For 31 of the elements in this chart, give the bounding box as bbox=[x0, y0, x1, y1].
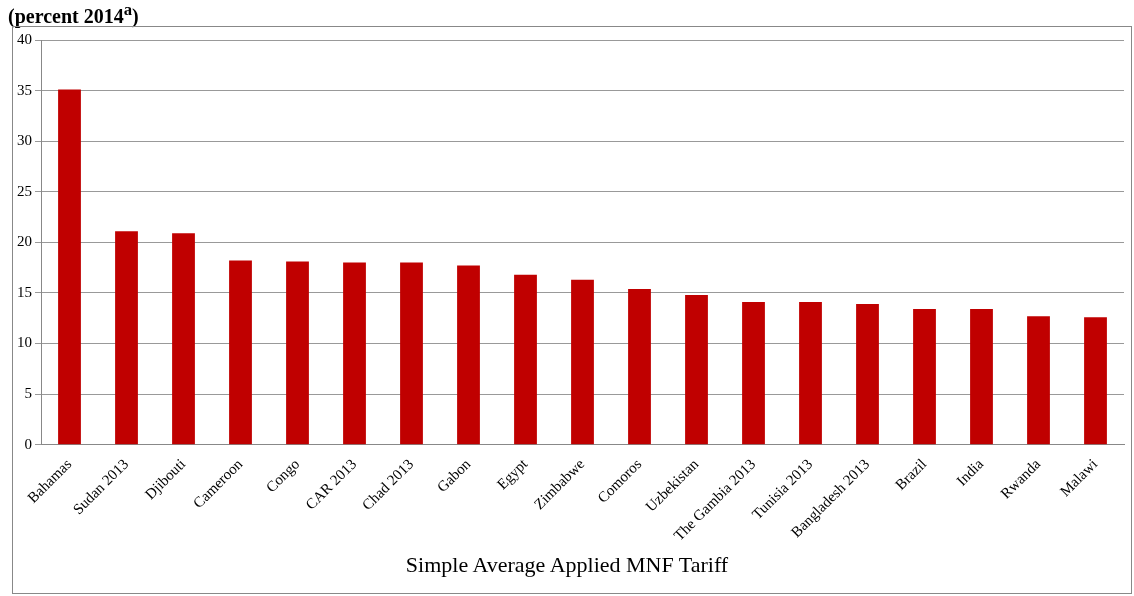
bar bbox=[457, 265, 480, 445]
bar bbox=[58, 89, 81, 445]
bar bbox=[970, 309, 993, 445]
bar bbox=[172, 233, 195, 445]
bar bbox=[286, 261, 309, 445]
bar bbox=[343, 262, 366, 445]
y-tick-label: 15 bbox=[17, 283, 32, 300]
y-tick-label: 0 bbox=[24, 435, 32, 452]
y-tick-label: 40 bbox=[17, 30, 32, 47]
x-axis-title: Simple Average Applied MNF Tariff bbox=[404, 552, 730, 578]
bar bbox=[628, 288, 651, 445]
bar bbox=[685, 294, 708, 445]
bar bbox=[1084, 317, 1107, 445]
y-tick-label: 25 bbox=[17, 182, 32, 199]
bar bbox=[400, 262, 423, 445]
x-tick-label: India bbox=[953, 455, 987, 489]
bar bbox=[229, 260, 252, 445]
chart-title: (percent 2014$^{a}$) bbox=[8, 0, 139, 28]
bar bbox=[799, 302, 822, 445]
bar bbox=[115, 231, 138, 445]
bar bbox=[571, 279, 594, 445]
y-tick-label: 30 bbox=[17, 132, 32, 149]
y-tick-label: 35 bbox=[17, 81, 32, 98]
bar bbox=[742, 302, 765, 445]
y-tick-label: 20 bbox=[17, 233, 32, 250]
y-tick-label: 5 bbox=[24, 385, 32, 402]
bar bbox=[1027, 316, 1050, 445]
bar bbox=[913, 309, 936, 445]
y-tick-label: 10 bbox=[17, 334, 32, 351]
bar bbox=[514, 274, 537, 445]
bar bbox=[856, 304, 879, 445]
